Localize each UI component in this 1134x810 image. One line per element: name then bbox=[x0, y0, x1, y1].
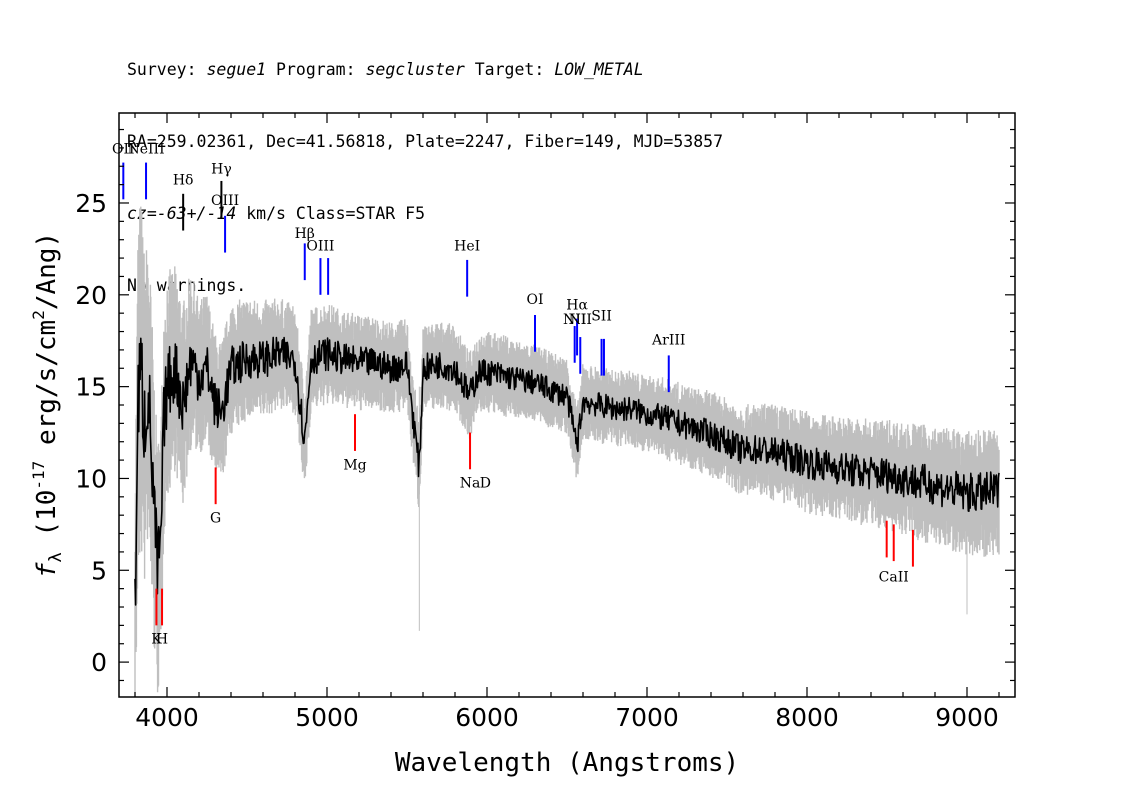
y-axis-suffix: /Ang) bbox=[32, 232, 62, 310]
target-value: LOW_METAL bbox=[554, 60, 644, 79]
target-label: Target: bbox=[474, 60, 545, 79]
x-tick-label: 9000 bbox=[935, 703, 999, 732]
class-value: km/s Class=STAR F5 bbox=[236, 204, 426, 223]
line-marker-label: Hβ bbox=[295, 226, 315, 242]
line-marker-label: OI bbox=[526, 292, 543, 308]
header-line-1: Survey: segue1 Program: segcluster Targe… bbox=[127, 58, 723, 82]
y-axis-symbol: f bbox=[32, 562, 62, 578]
line-marker-label: Mg bbox=[343, 457, 366, 473]
line-marker-label: HeI bbox=[454, 239, 480, 255]
y-axis-unit: erg/s/cm bbox=[32, 320, 62, 461]
y-tick-label: 25 bbox=[75, 189, 107, 218]
x-tick-label: 5000 bbox=[295, 703, 359, 732]
program-value: segcluster bbox=[365, 60, 465, 79]
y-axis-symbol-sub: λ bbox=[46, 552, 66, 562]
y-tick-label: 20 bbox=[75, 281, 107, 310]
line-marker-label: OII bbox=[112, 141, 135, 157]
line-marker-label: Hα bbox=[566, 298, 588, 314]
line-marker-label: NII bbox=[563, 312, 586, 328]
y-tick-label: 15 bbox=[75, 373, 107, 402]
program-label: Program: bbox=[276, 60, 356, 79]
y-tick-label: 0 bbox=[91, 648, 107, 677]
y-axis-exponent: -17 bbox=[29, 461, 48, 490]
line-marker-label: G bbox=[210, 511, 221, 527]
line-marker-label: NII bbox=[569, 312, 592, 328]
line-marker-label: CaII bbox=[879, 569, 909, 585]
y-tick-label: 10 bbox=[75, 464, 107, 493]
line-marker-label: SII bbox=[591, 309, 612, 325]
line-marker-label: NeIII bbox=[127, 141, 164, 157]
x-tick-label: 4000 bbox=[135, 703, 199, 732]
y-axis-prefix: (10 bbox=[32, 490, 62, 553]
tick-layer: 4000 5000 6000 7000 8000 9000 0 5 10 15 20 25 bbox=[75, 113, 1015, 732]
redshift-value: cz=-63+/-14 bbox=[127, 204, 237, 223]
line-marker-label: K bbox=[151, 632, 162, 648]
x-tick-label: 7000 bbox=[615, 703, 679, 732]
line-marker-label: H bbox=[156, 632, 168, 648]
x-tick-label: 8000 bbox=[775, 703, 839, 732]
survey-label: Survey: bbox=[127, 60, 197, 79]
line-marker-label: OIII bbox=[306, 239, 334, 255]
y-axis-title: fλ (10-17 erg/s/cm2/Ang) bbox=[29, 232, 66, 578]
y-axis-unit-exponent: 2 bbox=[29, 310, 48, 320]
flux-layer bbox=[134, 336, 1000, 606]
line-marker-label: Na bbox=[460, 476, 481, 492]
survey-value: segue1 bbox=[206, 60, 267, 79]
flux-series bbox=[134, 336, 1000, 606]
line-marker-label: Hδ bbox=[173, 173, 194, 189]
header-line-3: cz=-63+/-14 km/s Class=STAR F5 bbox=[127, 202, 723, 226]
x-axis-title: Wavelength (Angstroms) bbox=[395, 748, 739, 778]
line-marker-label: Hγ bbox=[211, 162, 232, 178]
line-marker-label: OIII bbox=[211, 193, 239, 209]
line-marker-label: ArIII bbox=[651, 332, 685, 348]
spectrum-header: Survey: segue1 Program: segcluster Targe… bbox=[127, 10, 723, 322]
x-tick-label: 6000 bbox=[455, 703, 519, 732]
line-marker-label: D bbox=[480, 476, 491, 492]
header-line-2: RA=259.02361, Dec=41.56818, Plate=2247, … bbox=[127, 132, 724, 151]
y-tick-label: 5 bbox=[91, 556, 107, 585]
